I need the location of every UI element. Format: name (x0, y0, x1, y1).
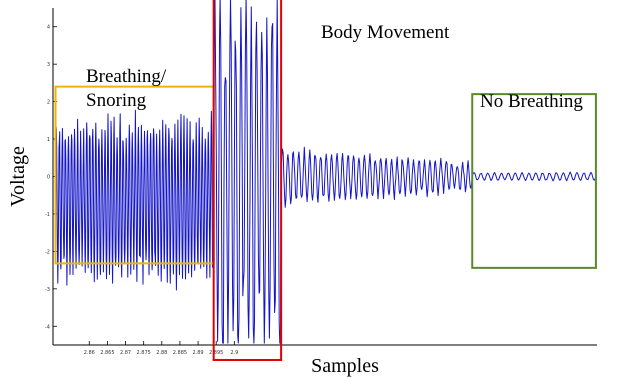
x-tick-label: 2.87 (120, 350, 131, 356)
x-tick-label: 2.895 (209, 350, 223, 356)
body-movement-label: Body Movement (321, 22, 450, 43)
no-breathing-label: No Breathing (480, 91, 583, 112)
x-tick-label: 2.9 (230, 350, 238, 356)
no-breathing-box (471, 93, 597, 269)
annotation-boxes (54, 0, 597, 361)
body-movement-box (212, 0, 283, 361)
breathing-label: Breathing/ (86, 66, 167, 87)
x-tick-label: 2.88 (156, 350, 167, 356)
y-tick-label: 0 (47, 175, 50, 181)
y-tick-label: 1 (47, 137, 50, 143)
x-tick-label: 2.86 (84, 350, 95, 356)
x-tick-label: 2.875 (137, 350, 151, 356)
axes: 2.86 2.865 2.87 2.875 2.88 2.885 2.89 2.895 2.9 4… (45, 8, 597, 356)
series-line-0 (55, 0, 597, 344)
x-tick-label: 2.885 (173, 350, 187, 356)
y-tick-label: -4 (45, 324, 50, 330)
y-tick-label: 4 (47, 25, 50, 31)
x-tick-label: 2.865 (100, 350, 114, 356)
y-tick-label: 3 (47, 62, 50, 68)
y-tick-label: 2 (47, 100, 50, 106)
labels-layer: Samples Voltage Breathing/Snoring Body Move… (7, 22, 583, 377)
y-tick-label: -2 (45, 249, 50, 255)
y-tick-label: -3 (45, 287, 50, 293)
x-axis-title: Samples (311, 355, 379, 377)
breathing-label: Snoring (86, 90, 147, 111)
y-tick-label: -1 (45, 212, 50, 218)
x-tick-label: 2.89 (192, 350, 203, 356)
series-layer (55, 0, 597, 344)
y-axis-title: Voltage (7, 146, 29, 207)
